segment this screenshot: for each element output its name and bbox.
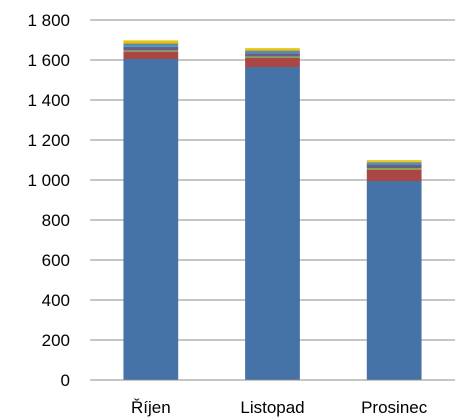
x-tick-label: Listopad — [240, 398, 304, 417]
bar-segment-3-3 — [366, 168, 422, 170]
bar-segment-6-3 — [366, 161, 422, 163]
bar-segment-7-1 — [123, 40, 179, 43]
bar-segment-1-1 — [123, 59, 179, 380]
bar-segment-1-2 — [245, 67, 300, 380]
bar-segment-2-2 — [245, 58, 300, 67]
y-tick-label: 1 200 — [27, 131, 70, 150]
bar-segment-3-2 — [245, 56, 300, 58]
bar-segment-7-2 — [245, 48, 300, 51]
bar-segment-6-1 — [123, 43, 179, 44]
tick-labels: 0 200 400 600 800 1 000 1 200 1 400 1 600 1 800 Ří… — [27, 11, 427, 417]
bar-segment-5-3 — [366, 162, 422, 165]
bar-segment-2-3 — [366, 170, 422, 181]
bar-segment-7-3 — [366, 160, 422, 162]
bar-segment-3-1 — [123, 50, 179, 52]
bar-segment-4-2 — [245, 53, 300, 57]
x-tick-label: Prosinec — [361, 398, 428, 417]
bar-segment-6-2 — [245, 50, 300, 51]
bar-segment-1-3 — [366, 181, 422, 380]
y-tick-label: 1 000 — [27, 171, 70, 190]
bar-segment-2-1 — [123, 52, 179, 59]
bar-segment-5-1 — [123, 43, 179, 47]
bar-segment-4-3 — [366, 165, 422, 168]
y-tick-label: 800 — [42, 211, 70, 230]
y-tick-label: 0 — [61, 371, 70, 390]
y-tick-label: 600 — [42, 251, 70, 270]
bars — [123, 40, 422, 380]
y-tick-label: 1 800 — [27, 11, 70, 30]
y-tick-label: 1 400 — [27, 91, 70, 110]
y-tick-label: 1 600 — [27, 51, 70, 70]
y-tick-label: 200 — [42, 331, 70, 350]
y-tick-label: 400 — [42, 291, 70, 310]
x-tick-label: Říjen — [131, 398, 171, 417]
bar-segment-4-1 — [123, 46, 179, 51]
bar-segment-5-2 — [245, 51, 300, 54]
